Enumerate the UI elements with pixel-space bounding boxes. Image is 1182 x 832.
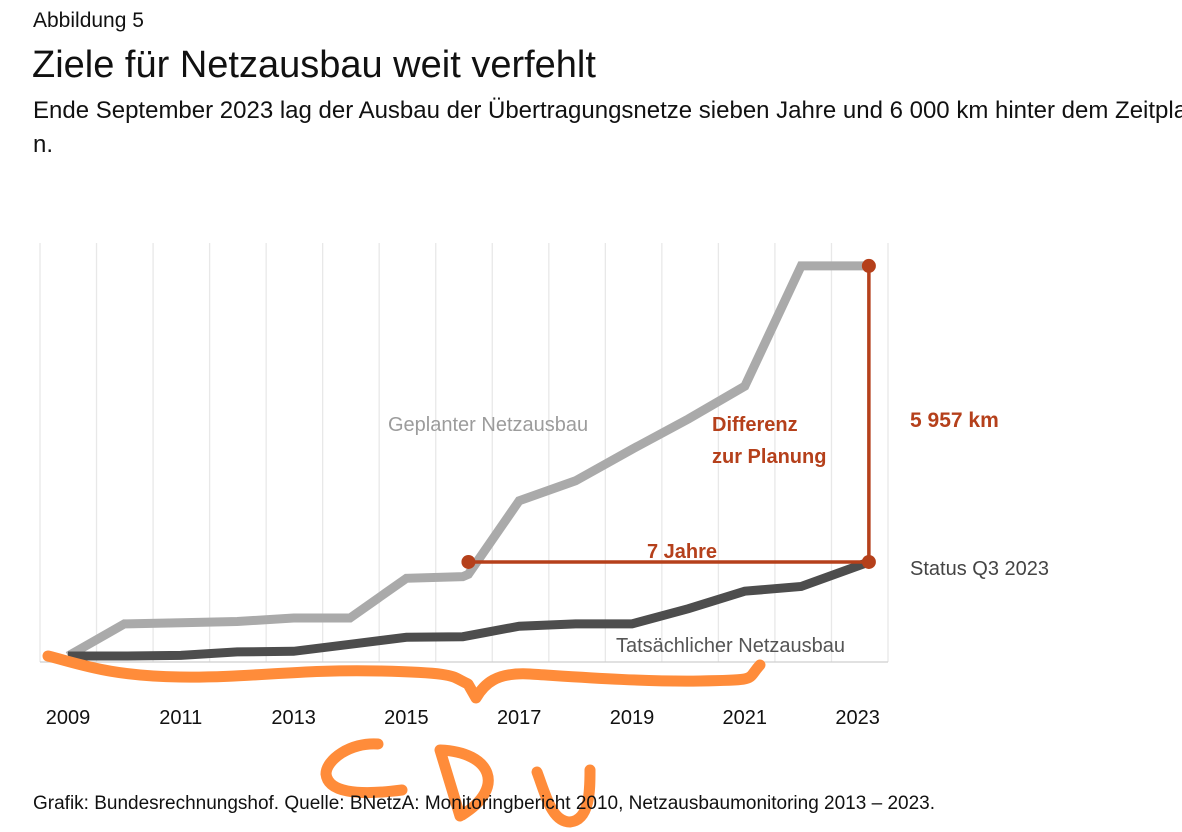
x-tick-label: 2015 [384, 707, 429, 729]
actual-series-label: Tatsächlicher Netzausbau [616, 635, 845, 657]
figure-caption: Grafik: Bundesrechnungshof. Quelle: BNet… [33, 793, 935, 814]
x-tick-label: 2013 [271, 707, 316, 729]
years-label: 7 Jahre [647, 541, 717, 563]
planned-series-line [65, 261, 869, 660]
handwritten-scribble [42, 650, 766, 828]
handwritten-letter-u [531, 764, 596, 828]
difference-label-line2: zur Planung [712, 446, 826, 468]
x-tick-label: 2019 [610, 707, 655, 729]
tick-layer: 2009 2011 2013 2015 2017 2019 2021 2023 [46, 707, 880, 729]
figure-title: Ziele für Netzausbau weit verfehlt [32, 44, 596, 86]
status-label: Status Q3 2023 [910, 558, 1049, 580]
annotation-layer [461, 258, 876, 569]
handwritten-letter-c [320, 738, 408, 799]
status-marker [861, 554, 876, 569]
series-layer [65, 261, 871, 661]
handwritten-underline [42, 650, 766, 704]
label-layer: Geplanter Netzausbau Tatsächlicher Netzau… [388, 409, 1049, 657]
difference-value-label: 5 957 km [910, 409, 999, 432]
x-tick-label: 2011 [159, 707, 202, 729]
grid-layer [39, 243, 889, 663]
planned-series-label: Geplanter Netzausbau [388, 414, 588, 436]
figure-subtitle: Ende September 2023 lag der Ausbau der Ü… [33, 97, 1182, 158]
figure-kicker: Abbildung 5 [33, 9, 144, 32]
x-tick-label: 2009 [46, 707, 91, 729]
actual-series-line [68, 557, 871, 661]
x-tick-label: 2023 [835, 707, 880, 729]
handwritten-letter-d [434, 744, 494, 822]
planned-end-marker [861, 258, 876, 273]
x-tick-label: 2017 [497, 707, 542, 729]
difference-label-line1: Differenz [712, 414, 798, 436]
x-tick-label: 2021 [723, 707, 768, 729]
gap-start-marker [461, 554, 476, 569]
